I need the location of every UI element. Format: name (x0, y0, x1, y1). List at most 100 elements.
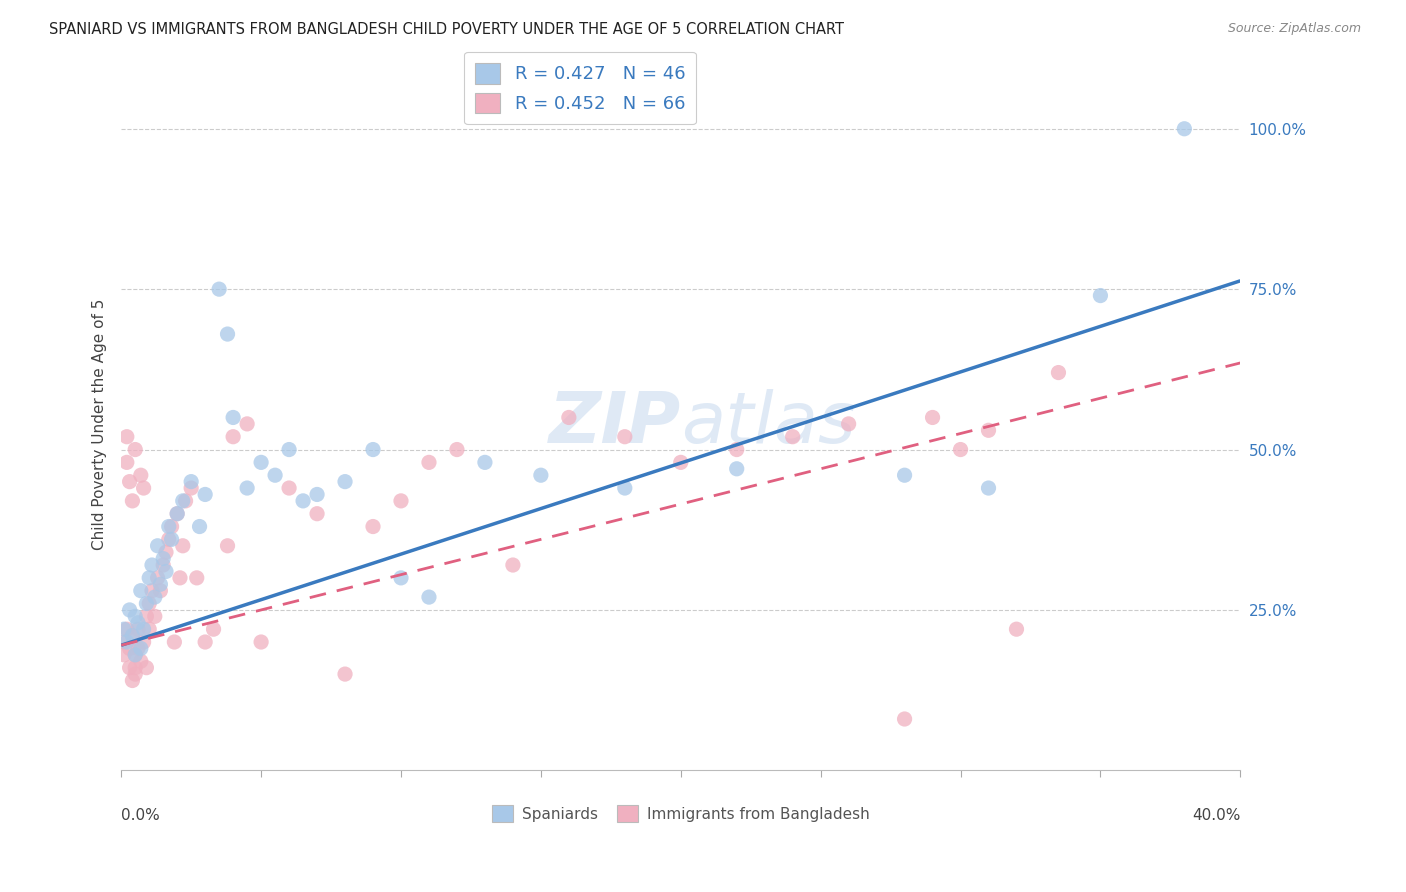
Point (135, 597, 157, 611)
Point (141, 583, 163, 598)
Point (502, 558, 524, 572)
Point (166, 507, 188, 521)
Point (613, 430, 636, 444)
Point (474, 455, 496, 469)
Point (124, 667, 146, 681)
Point (138, 571, 160, 585)
Point (129, 583, 152, 598)
Point (160, 519, 183, 533)
Point (124, 648, 146, 662)
Point (180, 475, 202, 489)
Point (202, 622, 225, 636)
Point (222, 410, 245, 425)
Point (115, 430, 138, 444)
Point (1090, 288, 1112, 302)
Point (143, 609, 166, 624)
Point (725, 442, 748, 457)
Text: Source: ZipAtlas.com: Source: ZipAtlas.com (1227, 22, 1361, 36)
Text: atlas: atlas (681, 390, 855, 458)
Point (361, 442, 384, 457)
Point (333, 667, 356, 681)
Point (949, 442, 972, 457)
Point (180, 481, 202, 495)
Point (121, 629, 143, 643)
Point (186, 571, 208, 585)
Point (558, 410, 581, 425)
Point (208, 282, 231, 296)
Point (127, 641, 149, 656)
Point (174, 494, 197, 508)
Point (217, 539, 239, 553)
Point (613, 481, 636, 495)
Point (115, 455, 138, 469)
Point (127, 622, 149, 636)
Point (1047, 366, 1070, 380)
Point (1173, 121, 1195, 136)
Point (250, 635, 273, 649)
Point (222, 430, 245, 444)
Point (838, 417, 860, 431)
Point (124, 661, 146, 675)
Point (977, 481, 1000, 495)
Point (236, 481, 259, 495)
Point (418, 455, 440, 469)
Point (307, 487, 329, 501)
Point (149, 583, 172, 598)
Point (155, 565, 177, 579)
Point (152, 551, 174, 566)
Point (361, 519, 384, 533)
Point (115, 622, 138, 636)
Point (194, 487, 217, 501)
Point (146, 571, 169, 585)
Point (118, 641, 141, 656)
Point (893, 468, 915, 483)
Point (389, 494, 412, 508)
Point (112, 648, 135, 662)
Point (264, 468, 287, 483)
Point (333, 475, 356, 489)
Point (121, 629, 143, 643)
Point (236, 417, 259, 431)
Point (669, 455, 692, 469)
Point (129, 654, 152, 668)
Point (112, 635, 135, 649)
Point (530, 468, 553, 483)
Point (217, 327, 239, 342)
Point (138, 597, 160, 611)
Point (143, 590, 166, 604)
Point (146, 539, 169, 553)
Point (124, 648, 146, 662)
Point (112, 622, 135, 636)
Point (138, 622, 160, 636)
Point (307, 507, 329, 521)
Point (292, 494, 315, 508)
Point (418, 590, 440, 604)
Point (157, 519, 180, 533)
Text: 40.0%: 40.0% (1192, 808, 1240, 823)
Point (389, 571, 412, 585)
Point (121, 494, 143, 508)
Point (135, 661, 157, 675)
Point (155, 545, 177, 559)
Point (163, 635, 186, 649)
Point (725, 462, 748, 476)
Point (278, 442, 301, 457)
Point (132, 481, 155, 495)
Y-axis label: Child Poverty Under the Age of 5: Child Poverty Under the Age of 5 (93, 298, 107, 549)
Text: ZIP: ZIP (548, 390, 681, 458)
Point (250, 455, 273, 469)
Point (127, 615, 149, 630)
Point (1005, 622, 1028, 636)
Point (115, 635, 138, 649)
Point (169, 571, 191, 585)
Point (141, 558, 163, 572)
Point (782, 430, 804, 444)
Point (118, 603, 141, 617)
Point (160, 533, 183, 547)
Point (278, 481, 301, 495)
Point (446, 442, 468, 457)
Point (129, 641, 152, 656)
Point (124, 442, 146, 457)
Point (172, 494, 194, 508)
Point (893, 712, 915, 726)
